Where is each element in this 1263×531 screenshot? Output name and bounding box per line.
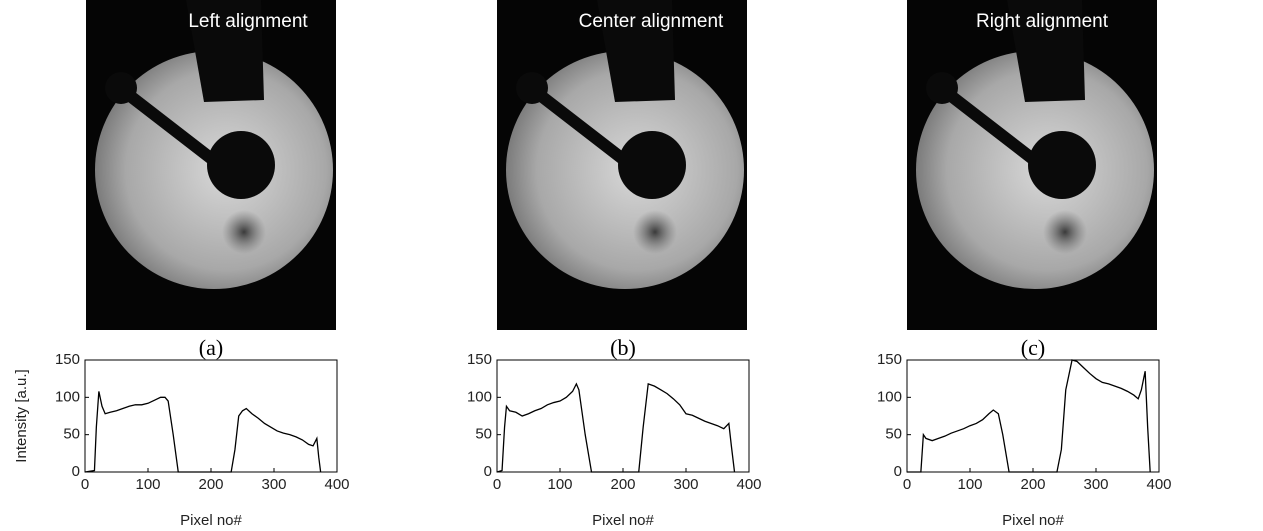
y-tick-label: 50 — [475, 426, 492, 443]
caption: (c) — [1021, 335, 1045, 360]
y-tick-label: 0 — [894, 463, 902, 480]
x-tick-label: 0 — [903, 476, 911, 493]
x-tick-label: 400 — [1146, 476, 1171, 493]
x-tick-label: 100 — [547, 476, 572, 493]
y-tick-label: 150 — [467, 351, 492, 368]
y-tick-label: 100 — [55, 388, 80, 405]
y-tick-label: 50 — [885, 426, 902, 443]
plot-frame — [84, 359, 338, 473]
x-axis-label: Pixel no# — [1002, 512, 1064, 529]
x-axis-label: Pixel no# — [180, 512, 242, 529]
x-tick-label: 300 — [1083, 476, 1108, 493]
x-axis-label: Pixel no# — [592, 512, 654, 529]
panel-title: Center alignment — [579, 11, 724, 32]
x-tick-label: 0 — [81, 476, 89, 493]
x-tick-label: 100 — [135, 476, 160, 493]
x-tick-label: 400 — [324, 476, 349, 493]
y-tick-label: 50 — [63, 426, 80, 443]
y-tick-label: 100 — [467, 388, 492, 405]
x-tick-label: 0 — [493, 476, 501, 493]
panel-title: Left alignment — [188, 11, 308, 32]
y-tick-label: 100 — [877, 388, 902, 405]
profile-line — [496, 382, 736, 473]
plot-frame — [496, 359, 750, 473]
photo — [86, 0, 336, 330]
x-tick-label: 300 — [261, 476, 286, 493]
x-tick-label: 400 — [736, 476, 761, 493]
y-tick-label: 150 — [877, 351, 902, 368]
panel-title: Right alignment — [976, 11, 1109, 32]
x-tick-label: 200 — [1020, 476, 1045, 493]
x-tick-label: 200 — [198, 476, 223, 493]
caption: (b) — [610, 335, 636, 360]
profile-line — [907, 359, 1151, 473]
y-tick-label: 0 — [72, 463, 80, 480]
y-axis-label: Intensity [a.u.] — [13, 369, 30, 462]
plot-frame — [906, 359, 1160, 473]
x-tick-label: 300 — [673, 476, 698, 493]
y-tick-label: 0 — [484, 463, 492, 480]
caption: (a) — [199, 335, 223, 360]
x-tick-label: 100 — [957, 476, 982, 493]
y-tick-label: 150 — [55, 351, 80, 368]
photo — [907, 0, 1157, 330]
x-tick-label: 200 — [610, 476, 635, 493]
profile-line — [84, 391, 322, 473]
photo — [497, 0, 747, 330]
